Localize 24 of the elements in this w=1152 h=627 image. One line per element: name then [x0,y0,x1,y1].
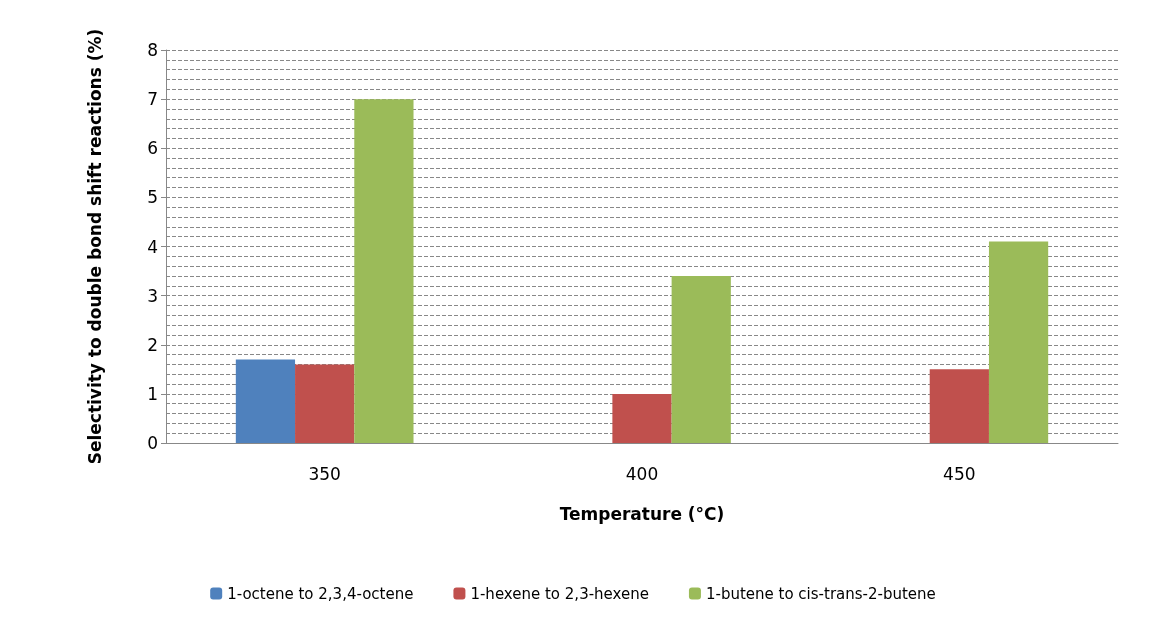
y-tick-label: 3 [147,285,158,306]
bar [929,369,989,443]
bar [354,99,414,443]
legend-label: 1-butene to cis-trans-2-butene [705,584,936,603]
y-tick-label: 2 [147,334,158,355]
bar [235,359,296,443]
x-axis-title: Temperature (°C) [559,503,725,524]
y-tick-label: 8 [147,40,158,60]
x-tick-label: 400 [625,463,659,484]
y-tick-label: 6 [147,138,158,159]
y-tick-label: 1 [147,383,158,404]
y-tick-label: 4 [147,236,158,257]
y-tick-label: 5 [147,187,158,208]
bar [671,275,731,443]
bar [295,364,355,443]
y-tick-label: 7 [147,89,158,110]
bar [988,241,1049,443]
x-tick-label: 350 [308,463,341,484]
x-tick-label: 450 [943,463,976,484]
legend-label: 1-octene to 2,3,4-octene [227,584,414,603]
y-axis-title: Selectivity to double bond shift reactions (%) [85,28,105,465]
bar [612,393,672,443]
legend-label: 1-hexene to 2,3-hexene [470,584,649,603]
y-tick-label: 0 [147,433,158,453]
